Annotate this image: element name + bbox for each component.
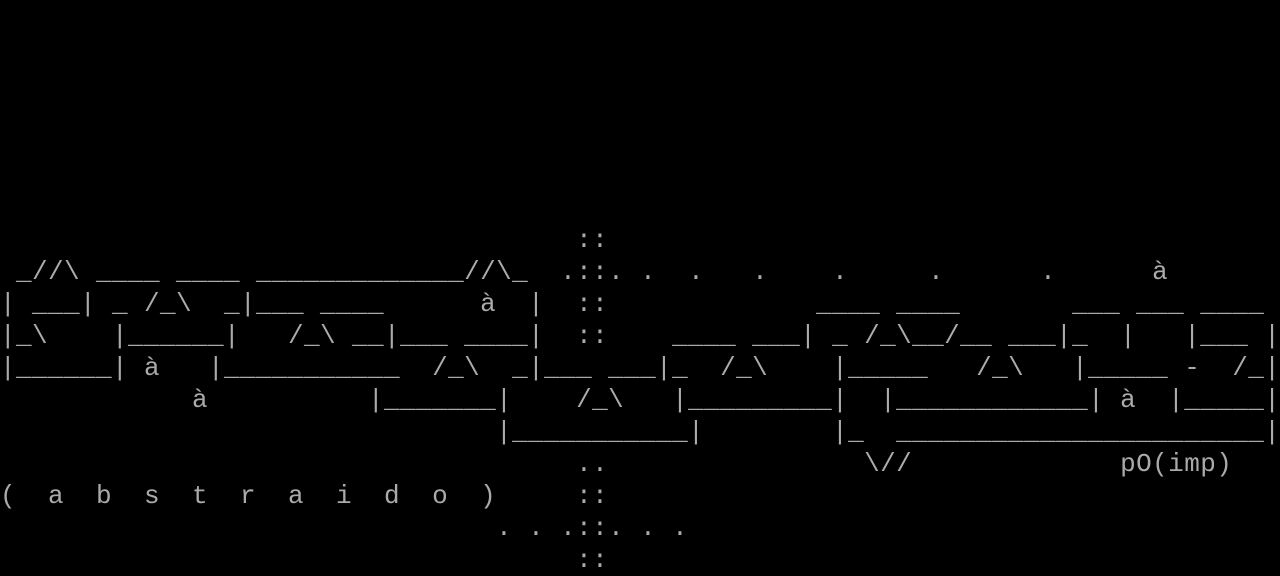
terminal-line (0, 32, 1280, 64)
terminal-line (0, 160, 1280, 192)
ascii-art-line: | ___| _ /_\ _|___ ____ à | :: ____ ____… (0, 289, 1265, 319)
ascii-art-line: |___________| |_ _______________________… (0, 417, 1280, 447)
terminal-line (0, 64, 1280, 96)
terminal-line (0, 96, 1280, 128)
terminal-line (0, 128, 1280, 160)
ascii-art-line: :: (0, 225, 609, 255)
ascii-art-line: .. \// pO(imp) (0, 449, 1233, 479)
ascii-art-line: :: (0, 545, 609, 575)
ascii-art-line: à |_______| /_\ |_________| |___________… (0, 385, 1280, 415)
ascii-art-line: |_\ |______| /_\ __|___ ____| :: ____ __… (0, 321, 1280, 351)
ascii-art-line: |______| à |___________ /_\ _|___ ___|_ … (0, 353, 1280, 383)
ascii-art-caption: ( a b s t r a i d o ) :: (0, 481, 609, 511)
terminal-line (0, 192, 1280, 224)
ascii-art-line: . . .::. . . (0, 513, 689, 543)
ascii-art-line: _//\ ____ ____ _____________//\_ .::. . … (0, 257, 1169, 287)
terminal-line (0, 0, 1280, 32)
